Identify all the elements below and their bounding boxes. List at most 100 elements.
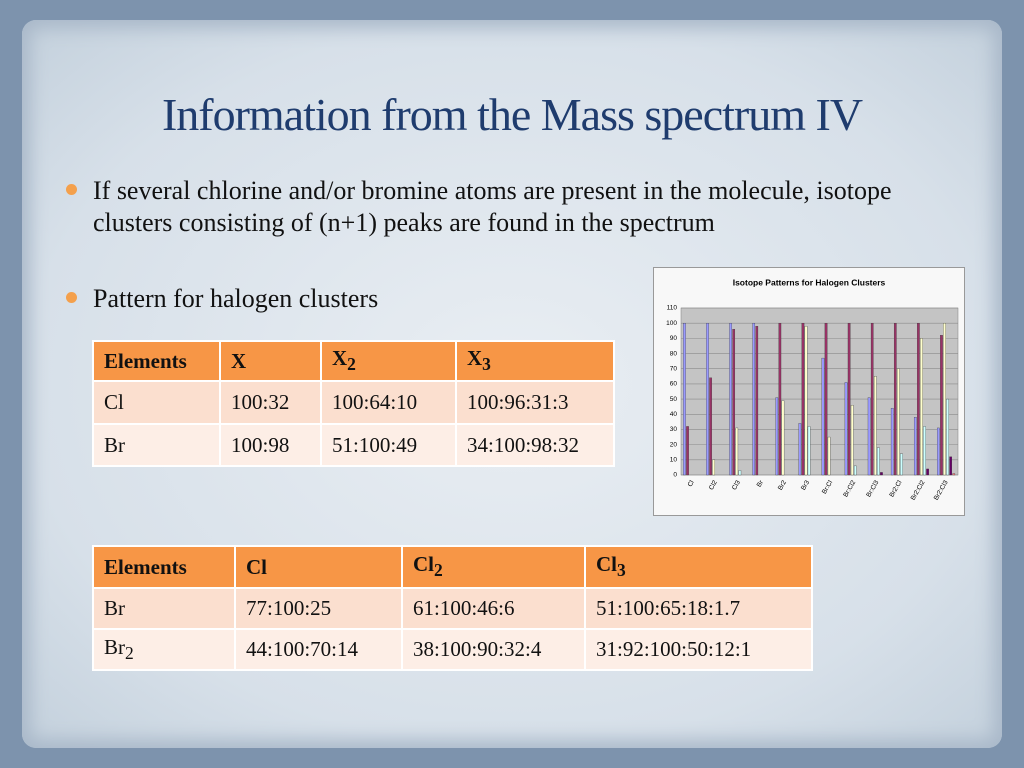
table-row: Br 77:100:25 61:100:46:6 51:100:65:18:1.7 [92,587,813,630]
y-tick-label: 100 [666,320,677,327]
y-tick-label: 0 [673,472,677,479]
bar [738,470,742,476]
y-tick-label: 60 [670,381,678,388]
cell-subscript: 2 [434,560,443,581]
bar [712,459,716,476]
table-row: Br 100:98 51:100:49 34:100:98:32 [92,423,615,467]
bar [798,423,802,476]
header-cell: Elements [92,545,236,589]
bar [686,426,689,476]
cell-text: Br [104,634,125,659]
x-tick-label: Cl [687,479,696,488]
x-tick-label: Cl3 [731,479,742,491]
table-cell: 77:100:25 [234,587,403,630]
header-cell: Cl2 [401,545,586,589]
y-tick-label: 80 [670,350,678,357]
y-tick-label: 90 [670,335,678,342]
x-tick-label: Br2:Cl2 [910,479,927,502]
bar [853,465,857,476]
cell-text: Cl [596,552,617,577]
bullet-text: If several chlorine and/or bromine atoms… [93,176,892,237]
bar [949,456,952,476]
chart-frame: Isotope Patterns for Halogen Clusters 0 10… [653,267,965,516]
table-cell: Br [92,587,236,630]
bar [827,436,831,476]
bar [913,417,917,476]
bar [943,323,946,476]
table-cell: 31:92:100:50:12:1 [584,628,813,671]
x-tick-label: Br2:Cl3 [933,479,950,502]
table-cell: 51:100:65:18:1.7 [584,587,813,630]
cell-subscript: 3 [482,354,491,375]
chart: Isotope Patterns for Halogen Clusters 0 10… [666,277,959,502]
bar [937,427,940,476]
bar [752,323,756,476]
cell-text: X [332,346,348,371]
bar [778,323,782,476]
bar [870,323,874,476]
bar [847,323,851,476]
table: Elements Cl Cl2 Cl3 Br 77:100:25 61:100:46:6 51… [92,545,813,671]
bar [867,397,871,476]
table-cell: 38:100:90:32:4 [401,628,586,671]
table-row: Elements X X2 X3 [92,340,615,382]
bar [801,323,805,476]
bar [890,408,894,476]
bar [880,472,883,476]
cell-subscript: 2 [125,643,134,664]
bar [755,326,759,476]
bar [732,329,736,476]
table-row: Cl 100:32 100:64:10 100:96:31:3 [92,380,615,425]
table-cell: Br [92,423,221,467]
bullet-dot [66,184,77,195]
table-cell: 100:32 [219,380,322,425]
bar [873,376,877,476]
header-cell: X2 [320,340,457,382]
x-tick-label: Br3 [800,479,811,492]
y-tick-label: 30 [670,426,678,433]
table-cell: 34:100:98:32 [455,423,615,467]
cell-subscript: 2 [347,354,356,375]
table-cell: 51:100:49 [320,423,457,467]
table-cell: Br2 [92,628,236,671]
bar [706,323,709,476]
bar [683,323,686,476]
bar [824,323,828,476]
x-tick-label: Br2 [777,479,788,492]
bar [775,397,779,476]
table-cell: 100:96:31:3 [455,380,615,425]
bar [844,382,848,476]
bullet-dot [66,292,77,303]
table-cell: 44:100:70:14 [234,628,403,671]
bar [781,400,785,476]
plot-area [680,307,959,476]
x-tick-label: Br:Cl3 [865,479,880,498]
y-tick-label: 110 [667,305,678,312]
bar [920,338,923,476]
x-tick-label: Cl2 [708,479,719,491]
bullet-text: Pattern for halogen clusters [93,284,379,313]
bar [807,426,811,476]
bar [709,377,712,476]
y-tick-label: 20 [670,441,678,448]
table-row: Elements Cl Cl2 Cl3 [92,545,813,589]
y-tick-label: 10 [670,457,678,464]
bar [946,398,949,476]
bar [729,323,732,476]
header-cell: X [219,340,322,382]
chart-title: Isotope Patterns for Halogen Clusters [733,277,886,287]
bar [940,335,943,476]
table-row: Br2 44:100:70:14 38:100:90:32:4 31:92:100:5… [92,628,813,671]
bar [850,405,854,476]
bar [877,447,880,476]
bar [897,368,900,476]
y-tick-label: 70 [670,365,678,372]
header-cell: Cl [234,545,403,589]
table: Elements X X2 X3 Cl 100:32 100:64:10 100:96:31:… [92,340,615,467]
header-cell: Cl3 [584,545,813,589]
bar [735,427,739,476]
table-cell: 61:100:46:6 [401,587,586,630]
y-tick-label: 40 [670,411,678,418]
bar [917,323,920,476]
